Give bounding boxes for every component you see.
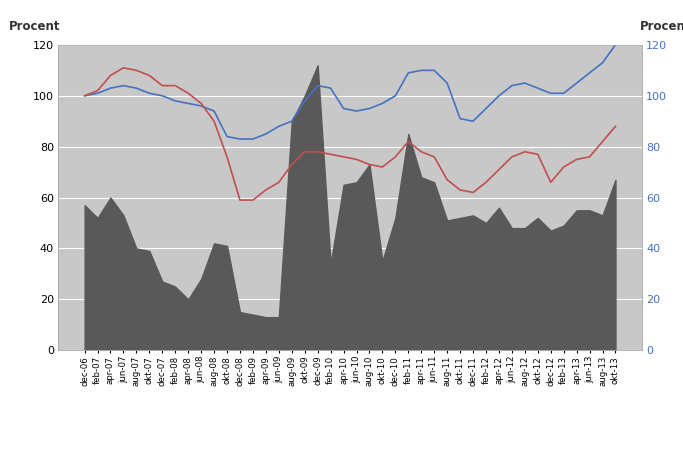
Text: Procent: Procent [640, 20, 683, 33]
Text: Procent: Procent [8, 20, 60, 33]
